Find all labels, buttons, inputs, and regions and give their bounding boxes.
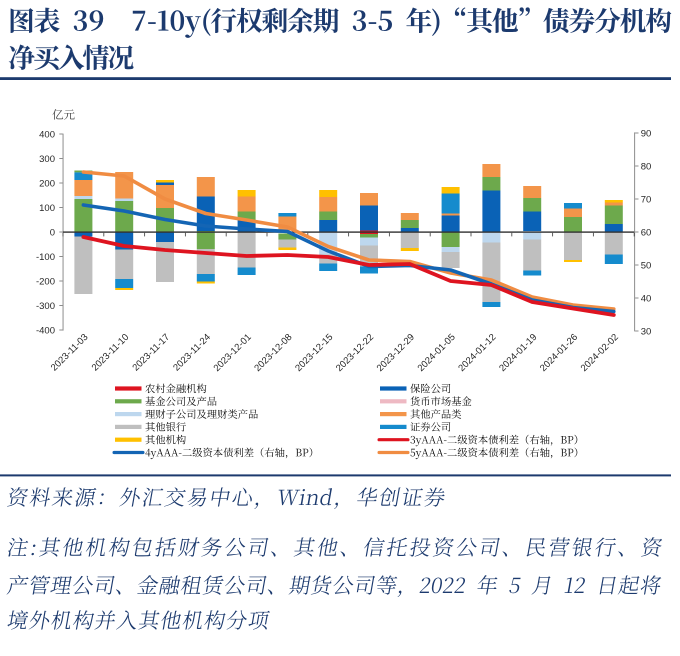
- svg-text:80: 80: [641, 161, 652, 172]
- svg-text:30: 30: [641, 326, 652, 337]
- svg-text:2024-01-12: 2024-01-12: [456, 332, 498, 374]
- svg-text:2024-01-26: 2024-01-26: [538, 332, 580, 374]
- svg-text:2024-01-19: 2024-01-19: [497, 332, 539, 374]
- svg-text:200: 200: [39, 178, 55, 189]
- svg-text:2023-11-10: 2023-11-10: [90, 332, 132, 374]
- svg-text:2024-01-05: 2024-01-05: [416, 332, 458, 374]
- svg-text:2023-12-15: 2023-12-15: [293, 332, 335, 374]
- svg-text:2023-11-17: 2023-11-17: [130, 332, 172, 374]
- svg-text:-400: -400: [36, 325, 55, 336]
- svg-text:40: 40: [641, 293, 652, 304]
- svg-text:2023-11-24: 2023-11-24: [171, 332, 213, 374]
- svg-text:90: 90: [641, 128, 652, 139]
- svg-text:2023-12-08: 2023-12-08: [252, 332, 294, 374]
- svg-text:2023-12-22: 2023-12-22: [334, 332, 376, 374]
- svg-text:-200: -200: [36, 276, 55, 287]
- svg-text:2023-12-29: 2023-12-29: [375, 332, 417, 374]
- svg-text:70: 70: [641, 194, 652, 205]
- svg-text:2023-12-01: 2023-12-01: [212, 332, 254, 374]
- svg-text:400: 400: [39, 129, 55, 140]
- svg-text:60: 60: [641, 227, 652, 238]
- svg-text:50: 50: [641, 260, 652, 271]
- svg-text:-100: -100: [36, 252, 55, 263]
- svg-text:0: 0: [50, 227, 55, 238]
- svg-text:-300: -300: [36, 301, 55, 312]
- svg-text:2023-11-03: 2023-11-03: [49, 332, 91, 374]
- svg-text:2024-02-02: 2024-02-02: [579, 332, 621, 374]
- svg-text:300: 300: [39, 154, 55, 165]
- svg-text:100: 100: [39, 203, 55, 214]
